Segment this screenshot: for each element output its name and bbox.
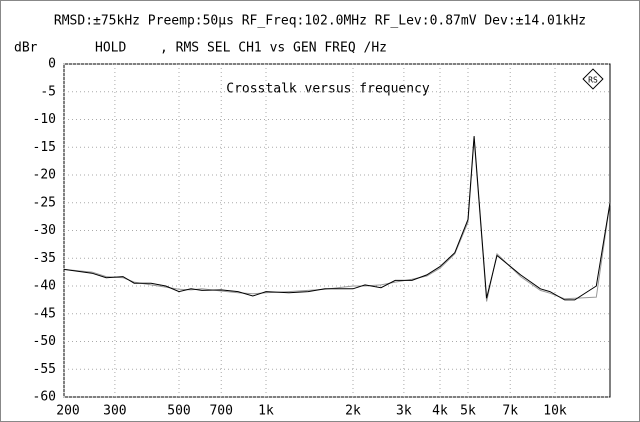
x-tick-label: 300 [103,404,126,419]
x-tick-label: 10k [543,404,567,419]
y-tick-label: -45 [33,306,56,321]
y-tick-label: -60 [33,390,56,405]
chart-title: Crosstalk versus frequency [226,82,430,97]
y-axis-label: dBr [14,41,38,56]
y-tick-label: -25 [33,195,56,210]
series-line [63,138,611,302]
x-tick-label: 500 [167,404,190,419]
y-tick-label: -30 [33,223,56,238]
y-tick-label: -5 [40,84,56,99]
svg-text:RS: RS [588,76,598,85]
logo: RS [582,68,604,90]
header: RMSD:±75kHz Preemp:50µs RF_Freq:102.0MHz… [54,14,586,29]
x-tick-label: 700 [209,404,232,419]
y-tick-label: -10 [33,112,56,127]
y-tick-label: -50 [33,334,56,349]
y-tick-label: -55 [33,362,56,377]
x-axis-label: , RMS SEL CH1 vs GEN FREQ /Hz [160,41,387,56]
series-line [63,136,611,301]
x-tick-label: 4k [432,404,448,419]
y-tick-label: -40 [33,279,56,294]
x-tick-label: 200 [56,404,79,419]
y-tick-label: -15 [33,140,56,155]
x-tick-label: 1k [258,404,274,419]
y-tick-label: 0 [48,57,56,72]
y-tick-label: -35 [33,251,56,266]
x-tick-label: 3k [396,404,412,419]
x-tick-label: 5k [460,404,476,419]
y-tick-label: -20 [33,168,56,183]
x-tick-label: 7k [502,404,518,419]
status: HOLD [95,41,126,56]
x-tick-label: 2k [345,404,361,419]
